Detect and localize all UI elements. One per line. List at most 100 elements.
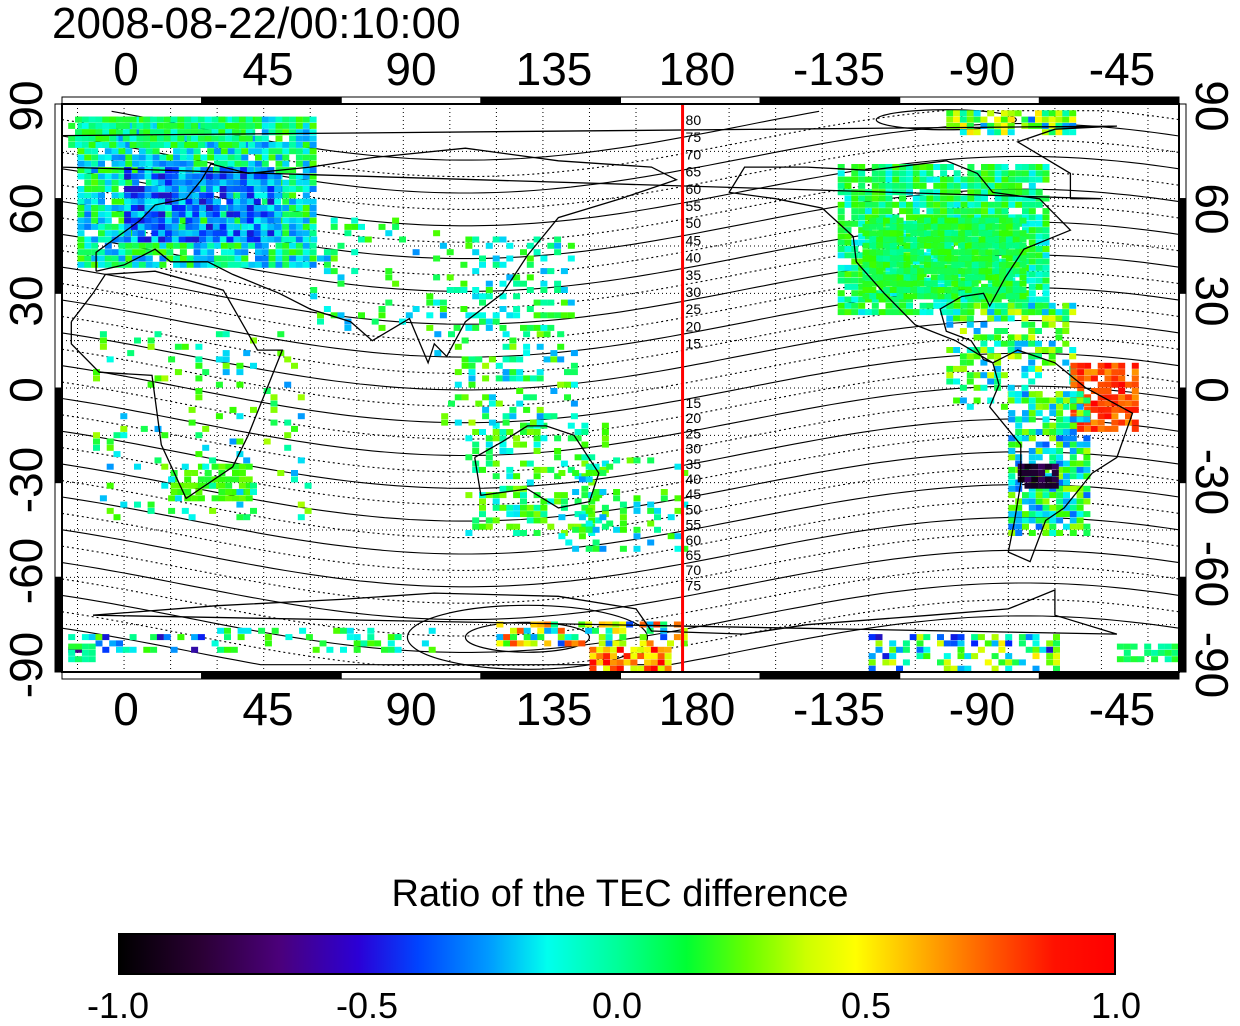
tec-cell: [166, 154, 174, 161]
tec-cell: [930, 230, 938, 237]
tec-cell: [77, 148, 85, 155]
tec-cell: [91, 249, 99, 256]
tec-cell: [903, 274, 911, 281]
tec-cell: [1019, 261, 1027, 268]
tec-cell: [1001, 227, 1009, 234]
tec-cell: [1008, 252, 1016, 259]
tec-cell: [461, 394, 469, 401]
tec-cell: [985, 261, 993, 268]
tec-cell: [1019, 255, 1027, 262]
tec-cell: [129, 129, 137, 136]
tec-cell: [84, 211, 92, 218]
tec-cell: [610, 646, 617, 653]
tec-cell: [899, 195, 907, 202]
tec-cell: [946, 195, 954, 202]
tec-cell: [185, 198, 193, 205]
tec-cell: [77, 192, 85, 199]
tec-cell: [912, 309, 920, 316]
tec-cell: [118, 249, 126, 256]
tec-cell: [981, 264, 988, 271]
tec-cell: [1022, 220, 1029, 227]
tec-cell: [601, 422, 609, 429]
tec-cell: [111, 223, 119, 230]
tec-cell: [255, 141, 262, 148]
tec-cell: [540, 287, 548, 293]
tec-cell: [91, 242, 99, 249]
tec-cell: [323, 249, 331, 256]
right-axis-bar: [1178, 387, 1187, 484]
tec-cell: [871, 290, 879, 297]
tec-cell: [1069, 403, 1077, 410]
tec-cell: [871, 309, 879, 316]
tec-cell: [917, 223, 925, 230]
tec-cell: [289, 192, 297, 199]
tec-cell: [1001, 164, 1009, 170]
tec-cell: [192, 173, 200, 180]
tec-cell: [868, 653, 876, 660]
tec-cell: [200, 122, 208, 129]
tec-cell: [978, 249, 986, 256]
tec-cell: [1069, 511, 1077, 518]
tec-cell: [137, 217, 145, 224]
tec-cell: [109, 122, 117, 129]
tec-cell: [837, 271, 845, 278]
tec-cell: [944, 236, 952, 243]
tec-cell: [220, 236, 228, 243]
tec-cell: [944, 217, 952, 224]
tec-cell: [924, 242, 931, 249]
tec-cell: [485, 293, 493, 300]
tec-cell: [633, 495, 641, 502]
tec-cell: [158, 230, 166, 237]
tec-cell: [154, 457, 162, 464]
tec-cell: [875, 634, 883, 641]
tec-cell: [1077, 375, 1085, 382]
tec-cell: [1012, 230, 1020, 237]
tec-cell: [885, 264, 893, 271]
tec-cell: [1028, 479, 1036, 486]
tec-cell: [902, 646, 910, 653]
tec-cell: [639, 621, 647, 628]
tec-cell: [851, 220, 859, 227]
tec-cell: [184, 476, 192, 483]
tec-cell: [978, 242, 986, 249]
tec-cell: [156, 634, 164, 641]
tec-cell: [207, 249, 215, 256]
tec-cell: [171, 211, 179, 218]
tec-cell: [906, 296, 913, 303]
tec-cell: [1005, 223, 1013, 230]
tec-cell: [1018, 634, 1026, 641]
tec-cell: [910, 287, 918, 293]
tec-cell: [998, 659, 1006, 666]
tec-cell: [664, 665, 672, 672]
tec-cell: [134, 337, 141, 344]
tec-cell: [479, 429, 486, 435]
tec-cell: [1097, 362, 1105, 369]
tec-cell: [1131, 362, 1139, 369]
tec-cell: [1008, 290, 1016, 297]
tec-cell: [985, 274, 993, 281]
tec-cell: [892, 283, 900, 290]
tec-cell: [479, 498, 486, 505]
tec-cell: [912, 290, 920, 297]
tec-cell: [150, 116, 158, 123]
tec-cell: [509, 413, 517, 420]
tec-cell: [465, 324, 473, 331]
tec-cell: [574, 498, 582, 505]
tec-cell: [1069, 517, 1077, 524]
tec-cell: [599, 514, 607, 521]
tec-cell: [544, 627, 552, 634]
tec-cell: [197, 634, 205, 641]
tec-cell: [906, 208, 913, 215]
tec-cell: [991, 640, 999, 647]
tec-cell: [1035, 454, 1043, 461]
tec-cell: [1035, 504, 1043, 511]
tec-cell: [953, 195, 961, 202]
tec-cell: [240, 179, 248, 186]
tec-cell: [326, 646, 334, 653]
tec-cell: [1083, 454, 1091, 461]
tec-cell: [1031, 482, 1039, 489]
tec-cell: [218, 129, 226, 136]
tec-cell: [439, 242, 447, 249]
tec-cell: [199, 236, 207, 243]
tec-cell: [1049, 517, 1057, 524]
